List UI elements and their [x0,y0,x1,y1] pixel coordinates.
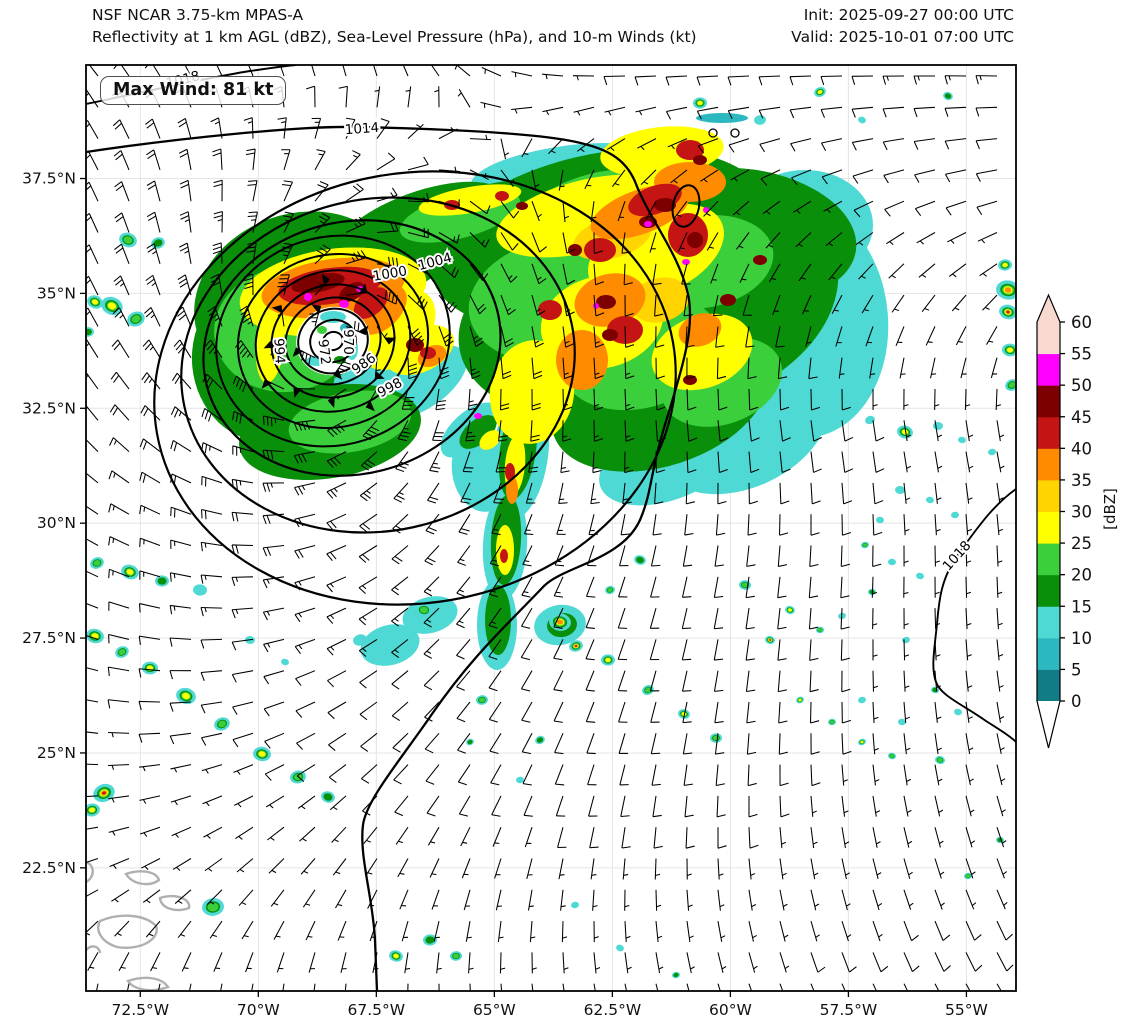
svg-text:32.5°N: 32.5°N [22,399,76,417]
svg-text:25: 25 [1071,534,1092,553]
wind-barbs [86,65,1014,991]
svg-text:10: 10 [1071,629,1092,648]
plot-frame [85,64,1017,992]
svg-text:970: 970 [340,329,356,355]
svg-text:50: 50 [1071,376,1092,395]
svg-text:27.5°N: 27.5°N [22,629,76,647]
axes: 72.5°W 70°W 67.5°W 65°W 62.5°W 60°W 57.5°W 55°W… [22,170,988,1019]
svg-text:0: 0 [1071,692,1082,711]
svg-text:55: 55 [1071,345,1092,364]
valid-time-label: Valid: 2025-10-01 07:00 UTC [791,28,1014,46]
svg-text:72.5°W: 72.5°W [111,1001,169,1019]
svg-text:30: 30 [1071,503,1092,522]
max-wind-badge: Max Wind: 81 kt [100,76,287,105]
plot-area: 10181014100010049709729869949981018 [86,65,1016,991]
svg-text:1014: 1014 [344,120,379,138]
svg-text:20: 20 [1071,566,1092,585]
reflectivity-field [191,113,889,670]
svg-text:62.5°W: 62.5°W [584,1001,642,1019]
coastlines [86,860,191,991]
svg-text:55°W: 55°W [945,1001,988,1019]
model-title: NSF NCAR 3.75-km MPAS-A [92,6,304,24]
svg-text:25°N: 25°N [37,744,76,762]
svg-text:35: 35 [1071,471,1092,490]
svg-text:22.5°N: 22.5°N [22,859,76,877]
svg-text:994: 994 [270,338,287,365]
svg-text:37.5°N: 37.5°N [22,170,76,188]
colorbar-units-label: [dBZ] [1101,488,1119,530]
svg-text:70°W: 70°W [237,1001,280,1019]
figure-subtitle: Reflectivity at 1 km AGL (dBZ), Sea-Leve… [92,28,697,46]
scattered-cells [86,87,1016,979]
svg-text:67.5°W: 67.5°W [348,1001,406,1019]
svg-text:30°N: 30°N [37,514,76,532]
svg-text:15: 15 [1071,597,1092,616]
svg-text:57.5°W: 57.5°W [820,1001,878,1019]
svg-text:1018: 1018 [940,538,975,574]
init-time-label: Init: 2025-09-27 00:00 UTC [803,6,1014,24]
svg-text:35°N: 35°N [37,284,76,302]
svg-text:45: 45 [1071,408,1092,427]
svg-text:60°W: 60°W [709,1001,752,1019]
svg-text:972: 972 [314,338,333,366]
svg-text:60: 60 [1071,313,1092,332]
svg-text:40: 40 [1071,439,1092,458]
svg-text:5: 5 [1071,660,1082,679]
colorbar: 0 5 10 15 20 25 30 35 40 45 50 55 60 [1036,293,1092,749]
svg-text:65°W: 65°W [473,1001,516,1019]
